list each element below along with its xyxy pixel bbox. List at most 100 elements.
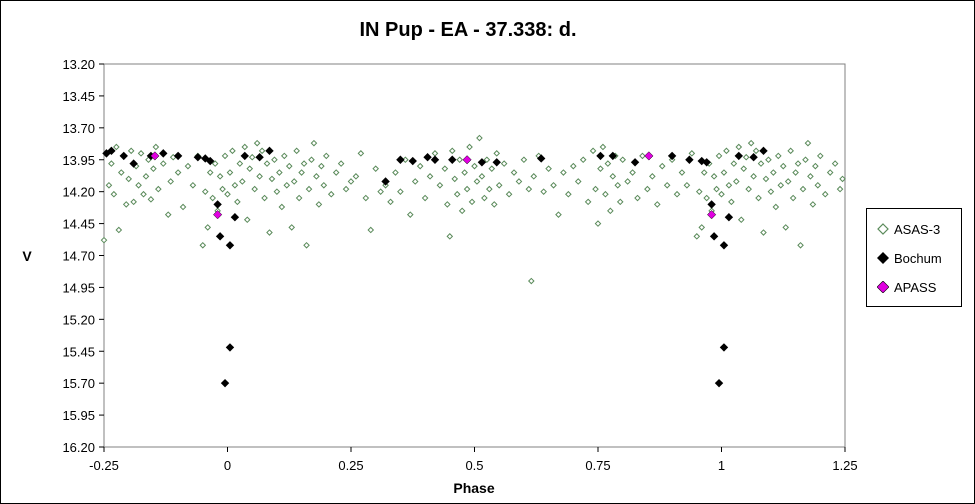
data-point-apass	[150, 151, 160, 161]
data-point-asas-3	[584, 198, 592, 206]
data-point-asas-3	[579, 156, 587, 164]
data-point-asas-3	[688, 150, 696, 157]
data-point-asas-3	[219, 185, 226, 193]
data-point-bochum	[685, 155, 694, 164]
data-point-asas-3	[416, 162, 424, 170]
y-tick-label: 13.20	[62, 57, 95, 72]
data-point-asas-3	[473, 178, 481, 185]
data-point-asas-3	[619, 156, 627, 164]
filled-diamond-icon	[877, 252, 889, 264]
data-point-asas-3	[263, 160, 271, 167]
data-point-asas-3	[108, 160, 115, 167]
data-point-apass	[707, 210, 717, 220]
magenta-diamond-icon	[877, 281, 889, 293]
data-point-bochum	[129, 159, 138, 168]
data-point-asas-3	[436, 181, 444, 189]
data-point-asas-3	[614, 181, 622, 189]
data-point-bochum	[408, 156, 417, 166]
data-point-asas-3	[155, 185, 162, 193]
data-point-asas-3	[653, 201, 661, 208]
data-point-asas-3	[300, 160, 308, 167]
data-point-asas-3	[715, 152, 723, 160]
data-point-bochum	[119, 151, 128, 161]
data-point-asas-3	[770, 169, 777, 176]
x-tick-label: 0.75	[585, 458, 610, 473]
data-point-asas-3	[243, 216, 251, 224]
data-point-bochum	[230, 213, 240, 222]
data-point-asas-3	[392, 169, 399, 176]
x-tick-label: 0	[224, 458, 231, 473]
y-axis-label: V	[22, 248, 32, 264]
data-point-asas-3	[737, 216, 745, 224]
data-point-asas-3	[550, 181, 557, 189]
data-point-asas-3	[357, 150, 365, 157]
data-point-asas-3	[488, 165, 496, 172]
data-point-asas-3	[530, 173, 538, 180]
data-point-asas-3	[649, 173, 656, 180]
data-point-bochum	[714, 378, 724, 388]
x-tick-label: 1.25	[832, 458, 857, 473]
data-point-asas-3	[236, 160, 244, 167]
data-point-bochum	[448, 155, 457, 164]
data-point-asas-3	[466, 143, 473, 151]
data-point-asas-3	[397, 188, 404, 195]
data-point-bochum	[759, 146, 768, 156]
data-point-asas-3	[315, 201, 323, 208]
data-point-asas-3	[644, 185, 651, 193]
data-point-asas-3	[634, 194, 641, 202]
data-point-asas-3	[476, 134, 483, 142]
data-point-asas-3	[592, 185, 599, 193]
data-point-bochum	[709, 232, 719, 241]
data-point-asas-3	[836, 185, 844, 193]
data-point-asas-3	[755, 194, 762, 202]
y-tick-label: 13.95	[62, 153, 95, 168]
y-tick-label: 13.70	[62, 121, 95, 136]
data-point-bochum	[220, 378, 230, 388]
data-point-asas-3	[199, 241, 207, 249]
data-point-bochum	[102, 149, 111, 158]
legend-label: ASAS-3	[894, 221, 941, 237]
data-point-asas-3	[295, 194, 303, 202]
data-point-asas-3	[560, 169, 567, 176]
data-point-asas-3	[411, 178, 419, 185]
data-point-bochum	[667, 151, 677, 161]
data-point-asas-3	[602, 190, 609, 198]
y-tick-label: 15.95	[62, 408, 95, 423]
data-point-asas-3	[125, 175, 133, 183]
data-point-asas-3	[725, 181, 733, 189]
data-point-asas-3	[809, 201, 817, 208]
data-point-bochum	[719, 343, 729, 352]
data-point-asas-3	[574, 178, 582, 185]
data-point-asas-3	[839, 175, 846, 183]
y-tick-label: 14.70	[62, 249, 95, 264]
data-point-asas-3	[733, 178, 740, 185]
hollow-diamond-icon	[877, 223, 889, 235]
data-point-asas-3	[789, 194, 797, 202]
data-point-asas-3	[752, 147, 760, 155]
data-point-asas-3	[239, 178, 246, 185]
data-point-bochum	[596, 151, 605, 161]
data-point-asas-3	[105, 181, 113, 189]
data-point-asas-3	[495, 181, 503, 189]
y-tick-label: 14.95	[62, 280, 95, 295]
data-point-asas-3	[540, 188, 547, 195]
data-point-asas-3	[246, 165, 254, 172]
data-point-asas-3	[184, 162, 192, 170]
data-point-asas-3	[167, 178, 174, 185]
data-point-asas-3	[740, 165, 748, 172]
data-point-asas-3	[604, 160, 612, 167]
data-point-asas-3	[826, 169, 834, 176]
data-point-asas-3	[221, 152, 229, 160]
data-point-asas-3	[248, 153, 256, 161]
data-point-asas-3	[597, 165, 604, 172]
data-point-bochum	[173, 151, 183, 161]
data-point-asas-3	[545, 165, 552, 172]
data-point-bochum	[734, 151, 743, 161]
data-point-asas-3	[794, 160, 802, 167]
data-point-asas-3	[313, 173, 320, 180]
data-point-asas-3	[735, 143, 743, 151]
data-point-bochum	[265, 146, 274, 156]
data-point-asas-3	[258, 147, 266, 155]
data-point-bochum	[430, 155, 440, 164]
